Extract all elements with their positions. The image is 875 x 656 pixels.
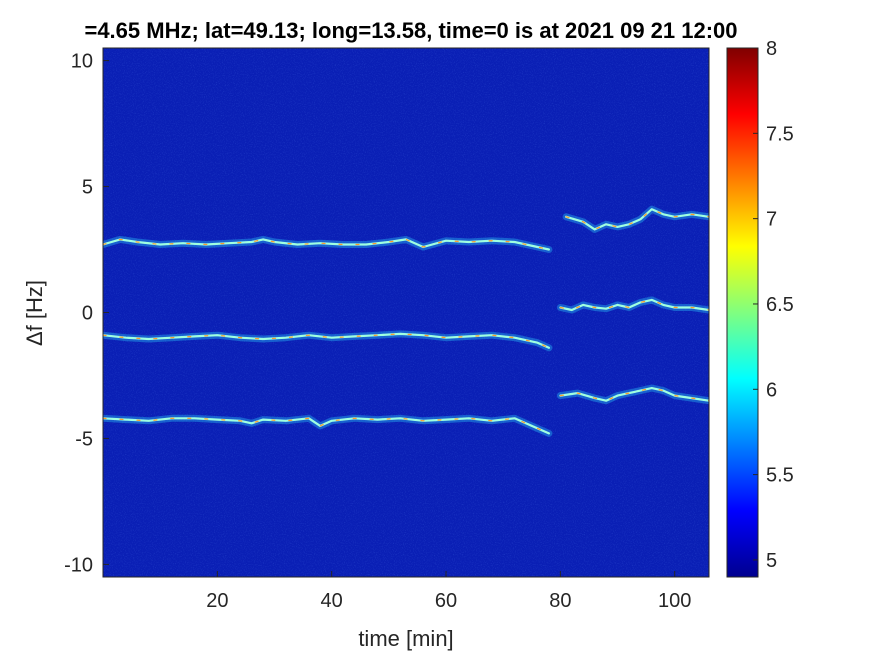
colorbar-tick-label: 6: [766, 379, 777, 401]
y-axis-label: Δf [Hz]: [22, 280, 47, 346]
signal-trace-peaks: [559, 299, 709, 311]
x-axis-ticks: 20 40 60 80 100: [206, 571, 691, 612]
signal-traces: [103, 205, 709, 437]
y-tick-label: 10: [71, 51, 93, 73]
colorbar-tick-label: 7.5: [766, 123, 794, 145]
colorbar-tick-label: 7: [766, 209, 777, 231]
x-tick-label: 80: [549, 590, 571, 612]
y-axis-ticks: 10 5 0 -5 -10: [64, 51, 109, 576]
colorbar-ticks: 8 7.5 7 6.5 6 5.5 5: [753, 38, 794, 572]
y-tick-label: -10: [64, 554, 93, 576]
colorbar-tick-label: 5: [766, 550, 777, 572]
plot-area: [102, 47, 710, 578]
x-tick-label: 20: [206, 590, 228, 612]
y-tick-label: -5: [75, 428, 93, 450]
signal-trace: [103, 332, 551, 349]
y-tick-label: 5: [82, 177, 93, 199]
signal-trace-peaks: [559, 387, 709, 402]
colorbar-tick-label: 5.5: [766, 465, 794, 487]
colorbar-tick-label: 8: [766, 38, 777, 60]
x-tick-label: 60: [435, 590, 457, 612]
signal-trace-peaks: [103, 417, 550, 434]
y-tick-label: 0: [82, 303, 93, 325]
colorbar: 8 7.5 7 6.5 6 5.5 5: [726, 38, 794, 578]
colorbar-gradient: [726, 47, 759, 578]
x-axis-label: time [min]: [358, 626, 453, 651]
chart-title: =4.65 MHz; lat=49.13; long=13.58, time=0…: [84, 18, 737, 43]
colorbar-tick-label: 6.5: [766, 294, 794, 316]
signal-trace-peaks: [565, 208, 709, 231]
spectrogram-noise: [103, 48, 709, 577]
signal-trace: [103, 238, 551, 251]
x-tick-label: 40: [321, 590, 343, 612]
x-tick-label: 100: [658, 590, 691, 612]
